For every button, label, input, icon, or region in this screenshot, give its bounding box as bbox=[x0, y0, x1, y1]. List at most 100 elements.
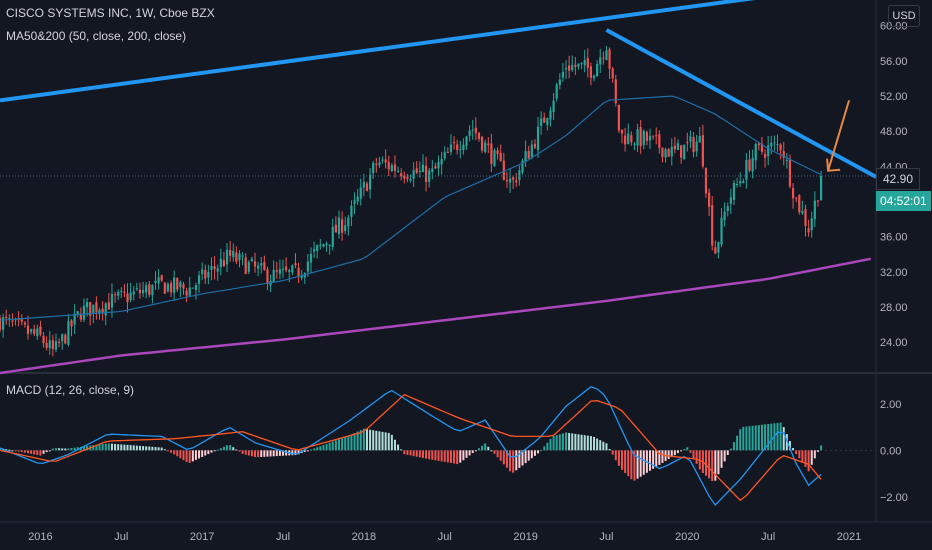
candle-body bbox=[627, 133, 630, 144]
candle-body bbox=[415, 168, 418, 173]
candle-body bbox=[602, 57, 605, 59]
macd-histogram-bar bbox=[580, 434, 583, 451]
macd-histogram-bar bbox=[179, 450, 182, 459]
candle-body bbox=[729, 197, 732, 204]
candle-body bbox=[564, 67, 568, 70]
candle-body bbox=[182, 284, 185, 289]
candle-body bbox=[536, 126, 540, 151]
candle-body bbox=[723, 211, 726, 221]
macd-histogram-bar bbox=[269, 450, 272, 457]
candle-body bbox=[368, 174, 372, 190]
candle-body bbox=[735, 183, 739, 186]
macd-histogram-bar bbox=[135, 445, 138, 451]
candle-body bbox=[33, 329, 36, 334]
macd-histogram-bar bbox=[403, 450, 406, 455]
macd-histogram-bar bbox=[166, 450, 169, 452]
candle-body bbox=[241, 255, 244, 257]
price-tick-label: 48.00 bbox=[880, 126, 908, 138]
candle-body bbox=[0, 318, 2, 330]
macd-tick-label: 2.00 bbox=[880, 399, 901, 411]
macd-histogram-bar bbox=[742, 426, 745, 451]
candle-body bbox=[720, 217, 723, 245]
macd-histogram-bar bbox=[471, 450, 474, 454]
candle-body bbox=[117, 291, 120, 296]
macd-histogram-bar bbox=[530, 450, 533, 459]
price-tick-label: 56.00 bbox=[880, 56, 908, 68]
candle-body bbox=[558, 79, 561, 86]
macd-histogram-bar bbox=[92, 445, 95, 451]
macd-histogram-bar bbox=[624, 450, 627, 473]
macd-histogram-bar bbox=[521, 450, 524, 466]
macd-histogram-bar bbox=[708, 450, 711, 479]
candle-body bbox=[456, 144, 459, 150]
macd-histogram-bar bbox=[54, 448, 57, 451]
time-tick-label: 2018 bbox=[352, 531, 376, 543]
currency-button[interactable]: USD bbox=[888, 5, 920, 27]
macd-histogram-bar bbox=[723, 450, 726, 462]
macd-histogram-bar bbox=[393, 439, 396, 451]
candle-body bbox=[123, 291, 126, 293]
candle-body bbox=[667, 149, 670, 157]
macd-histogram-bar bbox=[474, 450, 477, 452]
candle-body bbox=[589, 66, 593, 78]
time-tick-label: Jul bbox=[599, 531, 613, 543]
macd-histogram-bar bbox=[120, 444, 123, 451]
macd-histogram-bar bbox=[359, 430, 362, 451]
candle-body bbox=[263, 262, 266, 270]
candle-body bbox=[337, 217, 341, 234]
macd-histogram-bar bbox=[381, 431, 384, 451]
candle-body bbox=[319, 244, 322, 246]
countdown-tag: 04:52:01 bbox=[876, 191, 931, 211]
macd-histogram-bar bbox=[275, 450, 278, 457]
candle-body bbox=[191, 287, 194, 289]
macd-histogram-bar bbox=[129, 445, 132, 451]
macd-histogram-bar bbox=[356, 431, 359, 451]
candle-body bbox=[776, 143, 779, 145]
candle-body bbox=[396, 170, 400, 172]
macd-histogram-bar bbox=[717, 450, 720, 475]
candle-body bbox=[807, 228, 810, 233]
macd-histogram-bar bbox=[306, 450, 309, 452]
macd-histogram-bar bbox=[334, 440, 337, 451]
last-price-tag: 42.90 bbox=[876, 168, 921, 190]
macd-histogram-bar bbox=[82, 446, 85, 451]
macd-histogram-bar bbox=[493, 450, 496, 454]
macd-histogram-bar bbox=[229, 445, 232, 451]
macd-histogram-bar bbox=[533, 450, 536, 456]
macd-histogram-bar bbox=[157, 447, 160, 451]
candle-body bbox=[210, 266, 213, 270]
candle-body bbox=[754, 144, 757, 161]
macd-histogram-bar bbox=[649, 450, 652, 471]
candle-body bbox=[487, 143, 490, 146]
macd-histogram-bar bbox=[76, 447, 79, 451]
macd-histogram-bar bbox=[219, 448, 222, 451]
candle-body bbox=[468, 130, 471, 136]
candle-body bbox=[400, 173, 403, 177]
macd-histogram-bar bbox=[409, 450, 412, 456]
candle-body bbox=[138, 289, 142, 294]
macd-histogram-bar bbox=[316, 447, 319, 451]
candle-body bbox=[126, 293, 129, 303]
candle-body bbox=[406, 176, 409, 179]
macd-histogram-bar bbox=[779, 422, 782, 451]
macd-tick-label: −2.00 bbox=[880, 492, 908, 504]
macd-histogram-bar bbox=[748, 426, 751, 451]
macd-histogram-bar bbox=[123, 444, 126, 451]
candle-body bbox=[449, 144, 453, 152]
macd-histogram-bar bbox=[282, 450, 285, 456]
macd-histogram-bar bbox=[639, 450, 642, 477]
macd-histogram-bar bbox=[611, 450, 614, 455]
candle-body bbox=[711, 205, 714, 246]
candle-body bbox=[437, 161, 440, 169]
macd-histogram-bar bbox=[285, 450, 288, 456]
macd-histogram-bar bbox=[487, 446, 490, 451]
macd-histogram-bar bbox=[291, 450, 294, 456]
candle-body bbox=[655, 135, 658, 137]
candle-body bbox=[378, 162, 381, 166]
macd-histogram-bar bbox=[795, 450, 798, 455]
macd-histogram-bar bbox=[322, 444, 325, 451]
macd-histogram-bar bbox=[64, 448, 67, 451]
macd-histogram-bar bbox=[673, 450, 676, 456]
candle-body bbox=[692, 137, 695, 152]
